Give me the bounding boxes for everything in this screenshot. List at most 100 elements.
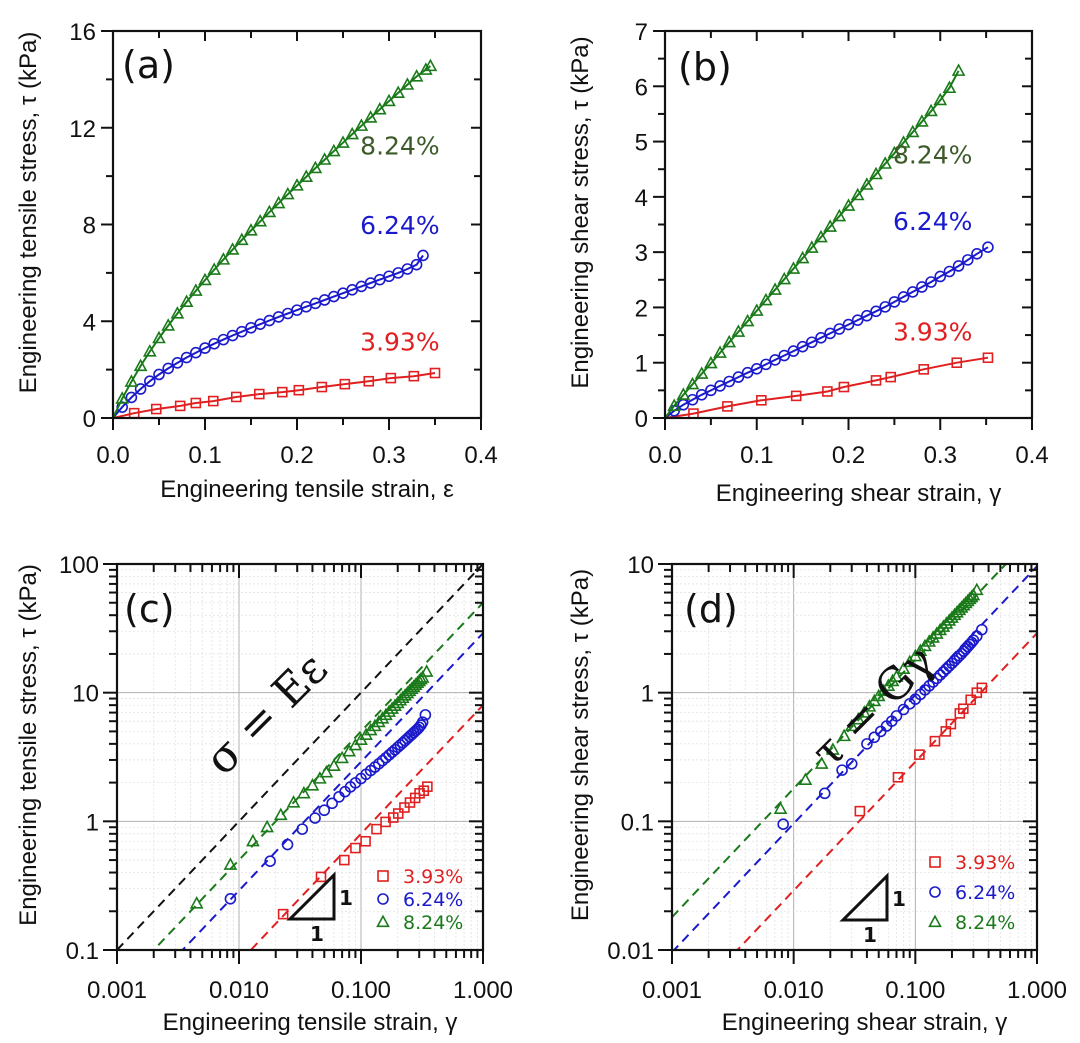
ticks: 0.001 0.010 0.100 1.000 0.1 1 10 100	[59, 552, 513, 1004]
panel-label: (b)	[678, 45, 732, 89]
y-axis-title: Engineering shear stress, τ (kPa)	[567, 36, 594, 388]
x-tick-label: 0.0	[96, 442, 129, 469]
data-point	[889, 669, 904, 682]
data-point	[296, 785, 311, 799]
series-annotation: 6.24%	[893, 207, 972, 236]
legend: 3.93%6.24%8.24%	[376, 866, 463, 934]
data-point	[224, 892, 237, 905]
x-tick-label: 0.4	[464, 442, 497, 469]
data-point	[419, 664, 434, 677]
data-point	[936, 619, 951, 632]
y-tick-label: 16	[69, 19, 96, 46]
data-point	[170, 306, 185, 319]
data-point	[198, 272, 212, 286]
series-6-24pct	[113, 249, 429, 418]
data-point	[317, 152, 332, 165]
data-point	[868, 731, 881, 744]
data-point	[296, 823, 309, 835]
data-point	[916, 281, 928, 293]
data-point	[225, 242, 240, 255]
data-point	[293, 384, 305, 396]
data-point	[777, 818, 789, 830]
data-point	[375, 711, 390, 724]
data-point	[277, 908, 289, 920]
data-point	[824, 327, 836, 340]
ticks: 0.0 0.1 0.2 0.3 0.4 0 4 8 12 16	[69, 19, 497, 469]
data-point	[918, 364, 930, 375]
panel-label: (a)	[122, 43, 175, 87]
fit-line	[249, 704, 483, 950]
data-point	[971, 248, 983, 260]
data-point	[339, 378, 351, 390]
fit-lines	[117, 564, 483, 950]
data-point	[969, 582, 984, 596]
slope-run-label: 1	[863, 923, 877, 947]
data-point	[798, 772, 813, 785]
data-point	[410, 258, 423, 271]
data-point	[838, 381, 850, 393]
x-tick-label: 0.2	[832, 442, 865, 469]
data-point	[892, 771, 904, 783]
series-6-24pct	[777, 623, 988, 830]
data-point	[264, 855, 276, 867]
series-annotation: 3.93%	[360, 327, 439, 356]
series-annotation: 6.24%	[360, 211, 439, 240]
slope-triangle	[286, 871, 336, 921]
data-point	[869, 166, 883, 180]
panel-b: 0.0 0.1 0.2 0.3 0.4 0 1 2 3 4 5 6 7 Engineering shear…	[567, 19, 1049, 507]
fit-line	[117, 564, 483, 950]
data-point	[685, 376, 700, 390]
data-point	[419, 709, 432, 721]
slope-rise-label: 1	[892, 887, 906, 911]
data-point	[253, 388, 265, 400]
data-point	[695, 388, 708, 401]
data-point	[769, 354, 781, 366]
data-point	[842, 318, 855, 331]
data-point	[363, 110, 378, 123]
data-point	[837, 728, 852, 742]
equation-label: σ = Eε	[195, 643, 337, 785]
data-point	[897, 291, 910, 303]
data-point	[207, 262, 222, 275]
data-point	[857, 705, 872, 718]
data-point	[714, 380, 726, 392]
data-point	[833, 323, 846, 335]
data-point	[230, 391, 242, 403]
data-point	[363, 375, 375, 387]
data-point	[150, 403, 162, 415]
data-point	[373, 757, 385, 770]
x-axis-title: Engineering tensile strain, ε	[160, 476, 454, 503]
legend-marker-triangle	[376, 914, 390, 928]
data-point	[290, 178, 304, 191]
data-point	[385, 372, 397, 384]
data-point	[409, 69, 424, 82]
y-tick-label: 1	[641, 681, 654, 708]
data-point	[308, 160, 323, 174]
x-tick-label: 0.1	[740, 442, 773, 469]
data-point	[815, 332, 827, 344]
data-point	[190, 346, 202, 359]
data-point	[326, 143, 341, 157]
data-point	[982, 241, 994, 253]
data-point	[952, 260, 965, 272]
data-point	[926, 630, 940, 643]
fit-line	[181, 632, 483, 950]
data-point	[933, 622, 948, 636]
data-point	[280, 186, 295, 200]
series-line	[113, 65, 432, 418]
slope-triangle	[839, 872, 889, 922]
data-point	[923, 680, 935, 692]
data-point	[951, 357, 963, 369]
x-tick-label: 0.010	[764, 977, 824, 1004]
data-point	[890, 710, 903, 722]
data-point	[125, 391, 138, 404]
panel-d: 0.001 0.010 0.100 1.000 0.01 0.1 1 10 Engineerin…	[567, 552, 1067, 1036]
data-point	[382, 704, 396, 717]
data-point	[851, 314, 864, 326]
data-point	[315, 871, 327, 883]
data-point	[760, 358, 772, 371]
legend-label: 8.24%	[955, 912, 1015, 934]
x-axis-title: Engineering shear strain, γ	[722, 1009, 1008, 1036]
data-point	[768, 282, 782, 295]
y-axis-title: Engineering tensile stress, τ (kPa)	[15, 564, 42, 926]
